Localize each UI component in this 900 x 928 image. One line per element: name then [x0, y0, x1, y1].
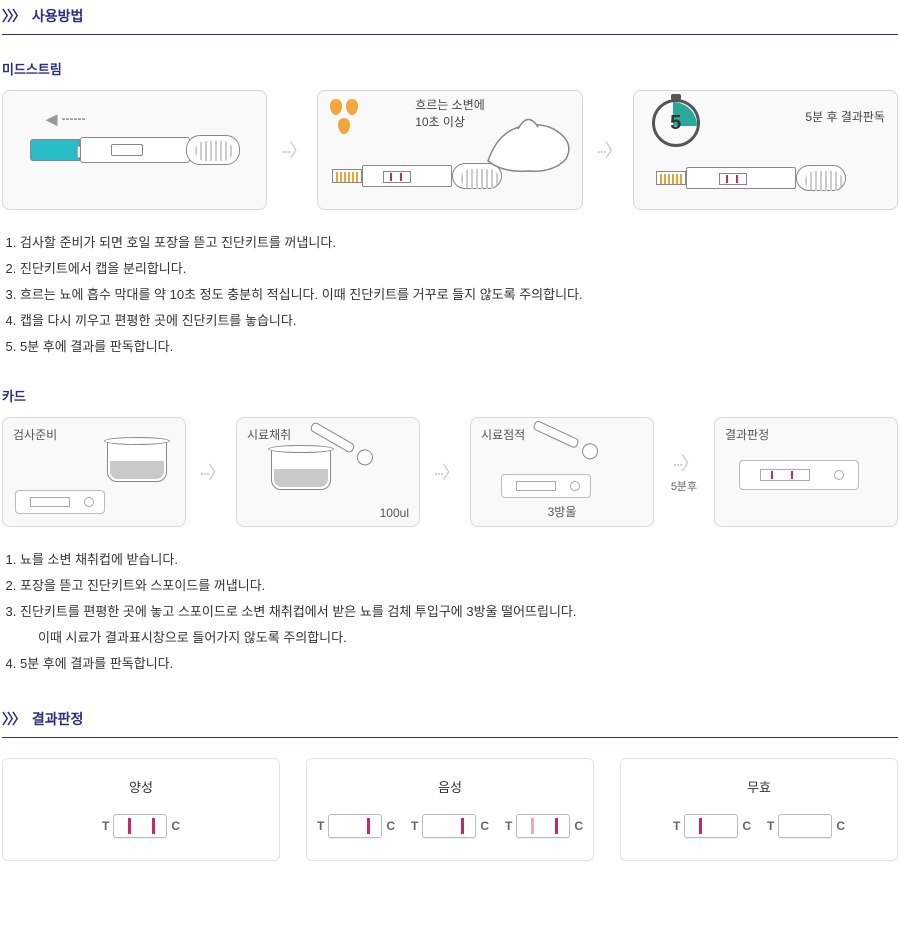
arrow-dots-icon: ···〉 [277, 137, 307, 163]
card-step-1: 검사준비 [2, 417, 186, 527]
midstream-step-2: 흐르는 소변에 10초 이상 [317, 90, 582, 210]
list-item: 진단키트를 편평한 곳에 놓고 스포이드로 소변 채취컵에서 받은 뇨를 검체 … [20, 599, 898, 651]
tc-window: TC [411, 814, 489, 838]
result-window-icon [113, 814, 167, 838]
arrow-dots-icon: ···〉 [593, 137, 623, 163]
chevrons-icon: 〉〉〉 [2, 8, 24, 24]
t-label: T [767, 819, 774, 833]
section-result-title: 결과판정 [32, 711, 84, 727]
card-heading: 카드 [2, 386, 898, 405]
midstream-step-3: 5 5분 후 결과판독 [633, 90, 898, 210]
cassette-icon [15, 490, 105, 514]
list-item: 뇨를 소변 채취컵에 받습니다. [20, 547, 898, 573]
result-positive: 양성 TC [2, 758, 280, 861]
card-step1-label: 검사준비 [13, 426, 57, 443]
midstream-step2-caption: 흐르는 소변에 10초 이상 [415, 97, 485, 131]
dropper-icon [532, 420, 600, 459]
arrow-dots-icon: ···〉 [196, 459, 226, 485]
midstream-heading: 미드스트림 [2, 59, 898, 78]
tc-window: TC [673, 814, 751, 838]
list-item: 5분 후에 결과를 판독합니다. [20, 651, 898, 677]
cassette-icon [501, 474, 591, 498]
midstream-device-capped: ◄┄┄ [30, 131, 240, 169]
result-window-icon [684, 814, 738, 838]
result-row: 양성 TC 음성 TCTCTC 무효 TCTC [2, 758, 898, 861]
t-label: T [673, 819, 680, 833]
card-step-3: 시료점적 3방울 [470, 417, 654, 527]
midstream-step3-caption: 5분 후 결과판독 [805, 109, 885, 126]
list-item: 진단키트에서 캡을 분리합니다. [20, 256, 898, 282]
hand-icon [478, 101, 578, 181]
card-instruction-sub: 이때 시료가 결과표시창으로 들어가지 않도록 주의합니다. [20, 625, 898, 651]
midstream-device-result [656, 165, 846, 195]
card-step3-label: 시료점적 [481, 426, 525, 443]
tc-window: TC [505, 814, 583, 838]
timer-icon: 5 [652, 99, 700, 147]
result-window-icon [328, 814, 382, 838]
cassette-result-icon [739, 460, 859, 490]
card-step3-note: 3방울 [548, 503, 577, 520]
c-label: C [386, 819, 395, 833]
result-invalid: 무효 TCTC [620, 758, 898, 861]
section-usage-title: 사용방법 [32, 8, 84, 24]
c-label: C [171, 819, 180, 833]
result-window-icon [422, 814, 476, 838]
t-label: T [102, 819, 109, 833]
arrow-dots-icon: ···〉 [664, 450, 704, 476]
result-negative-title: 음성 [317, 777, 583, 796]
midstream-step-1: ◄┄┄ [2, 90, 267, 210]
card-step-4: 결과판정 [714, 417, 898, 527]
arrow3-label: 5분후 [664, 478, 704, 494]
c-label: C [742, 819, 751, 833]
arrow-dots-icon: ···〉 [430, 459, 460, 485]
arrow-with-label: ···〉 5분후 [664, 450, 704, 494]
list-item: 검사할 준비가 되면 호일 포장을 뜯고 진단키트를 꺼냅니다. [20, 230, 898, 256]
result-positive-title: 양성 [13, 777, 269, 796]
section-usage-header: 〉〉〉 사용방법 [2, 0, 898, 35]
c-label: C [480, 819, 489, 833]
arrow-left-icon: ◄┄┄ [42, 107, 86, 132]
t-label: T [411, 819, 418, 833]
card-step-2: 시료채취 100ul [236, 417, 420, 527]
card-step2-note: 100ul [380, 506, 409, 520]
list-item: 포장을 뜯고 진단키트와 스포이드를 꺼냅니다. [20, 573, 898, 599]
section-result-header: 〉〉〉 결과판정 [2, 703, 898, 738]
tc-window: TC [317, 814, 395, 838]
result-window-icon [778, 814, 832, 838]
card-instructions: 뇨를 소변 채취컵에 받습니다. 포장을 뜯고 진단키트와 스포이드를 꺼냅니다… [2, 547, 898, 677]
tc-group: TC [13, 814, 269, 838]
t-label: T [505, 819, 512, 833]
list-item: 5분 후에 결과를 판독합니다. [20, 334, 898, 360]
midstream-instructions: 검사할 준비가 되면 호일 포장을 뜯고 진단키트를 꺼냅니다. 진단키트에서 … [2, 230, 898, 360]
midstream-steps-row: ◄┄┄ ···〉 흐르는 소변에 10초 이상 ···〉 5 5분 후 결과판독 [2, 90, 898, 210]
result-invalid-title: 무효 [631, 777, 887, 796]
c-label: C [836, 819, 845, 833]
card-step4-label: 결과판정 [725, 426, 769, 443]
urine-drops-icon [328, 99, 360, 137]
t-label: T [317, 819, 324, 833]
result-window-icon [516, 814, 570, 838]
tc-window: TC [767, 814, 845, 838]
cup-icon [107, 440, 167, 482]
list-item: 흐르는 뇨에 흡수 막대를 약 10초 정도 충분히 적십니다. 이때 진단키트… [20, 282, 898, 308]
list-item: 캡을 다시 끼우고 편평한 곳에 진단키트를 놓습니다. [20, 308, 898, 334]
tc-window: TC [102, 814, 180, 838]
tc-group: TCTCTC [317, 814, 583, 838]
card-steps-row: 검사준비 ···〉 시료채취 100ul ···〉 시료점적 3방울 ···〉 … [2, 417, 898, 527]
card-step2-label: 시료채취 [247, 426, 291, 443]
c-label: C [574, 819, 583, 833]
cup-icon [271, 448, 331, 490]
result-negative: 음성 TCTCTC [306, 758, 594, 861]
chevrons-icon: 〉〉〉 [2, 711, 24, 727]
tc-group: TCTC [631, 814, 887, 838]
